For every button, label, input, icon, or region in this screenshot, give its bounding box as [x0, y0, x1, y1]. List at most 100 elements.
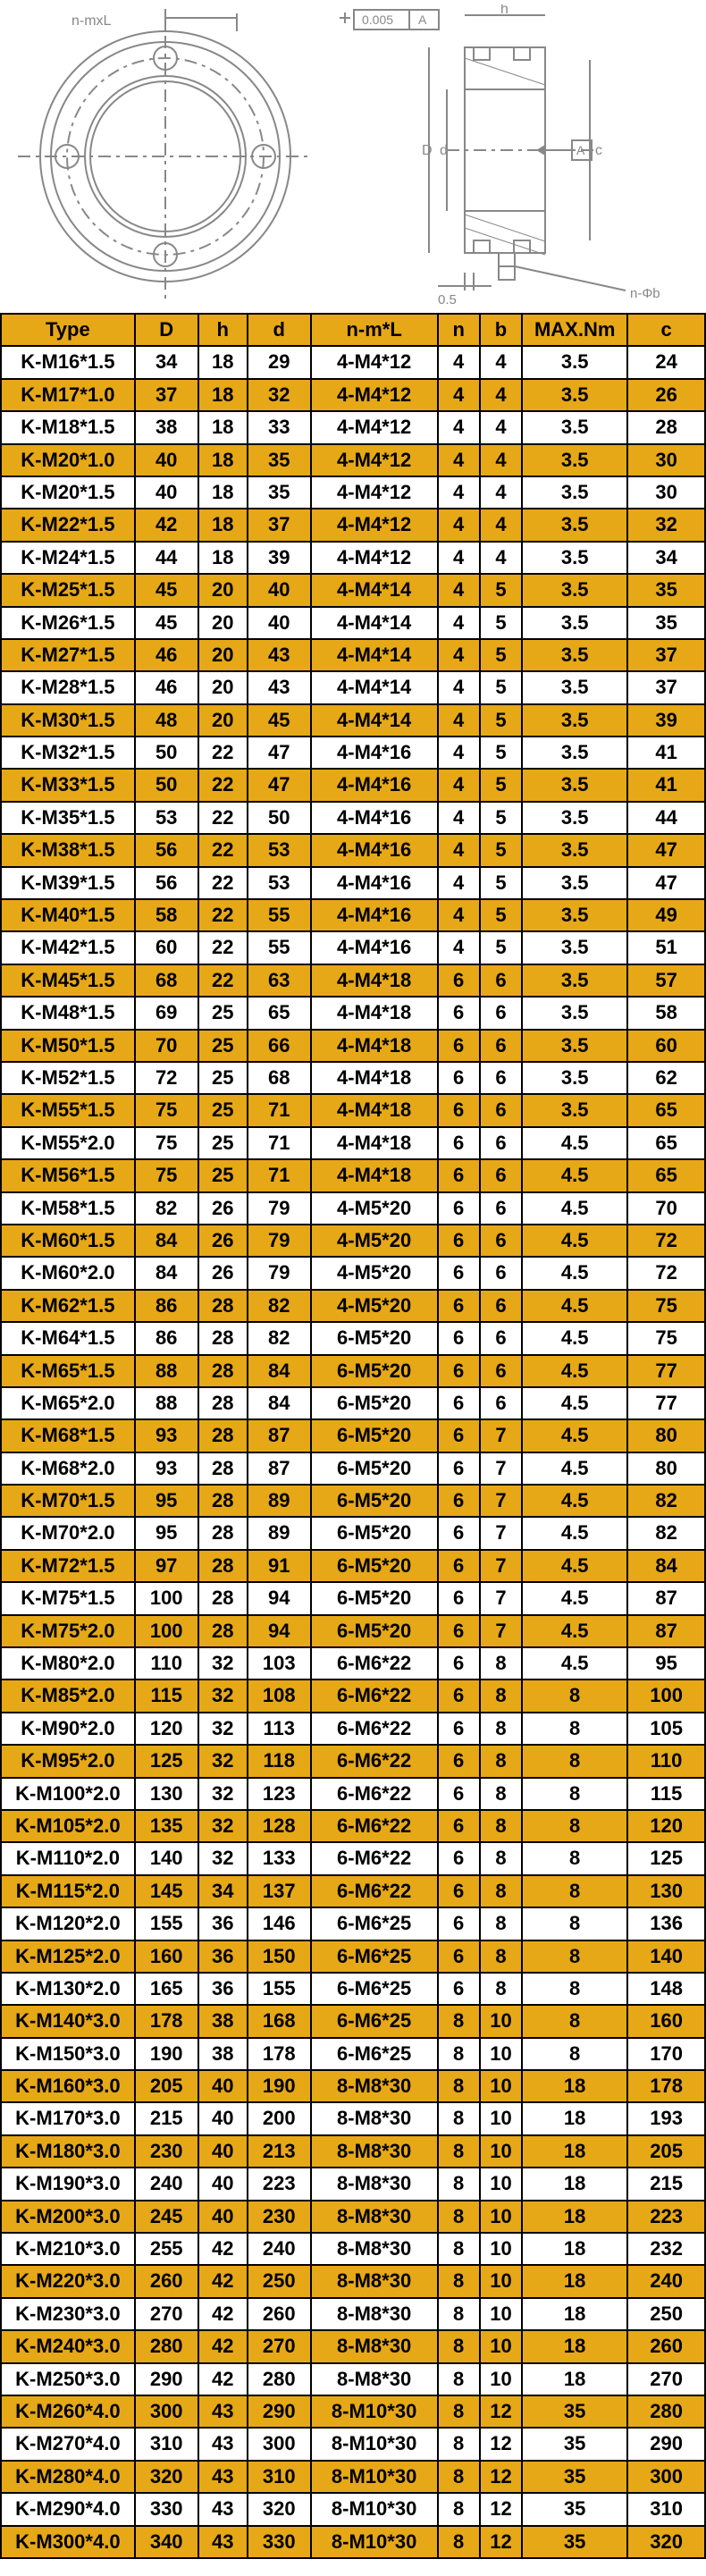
table-cell: 4-M4*12	[311, 379, 438, 411]
table-cell: 77	[627, 1387, 705, 1419]
table-cell: K-M140*3.0	[1, 2005, 135, 2037]
table-cell: 8	[522, 1940, 627, 1973]
table-cell: 70	[627, 1192, 705, 1225]
table-cell: 46	[135, 671, 198, 703]
table-cell: 4	[438, 737, 480, 769]
table-cell: 105	[627, 1713, 705, 1745]
table-cell: 7	[480, 1485, 522, 1517]
table-cell: K-M190*3.0	[1, 2168, 135, 2200]
table-cell: 4-M4*18	[311, 964, 438, 997]
table-cell: 95	[627, 1647, 705, 1679]
table-cell: 8-M8*30	[311, 2135, 438, 2168]
table-cell: 6-M6*25	[311, 2005, 438, 2037]
table-cell: 280	[248, 2363, 311, 2395]
table-row: K-M60*2.08426794-M5*20664.572	[1, 1257, 705, 1289]
table-cell: 3.5	[522, 997, 627, 1029]
table-cell: 7	[480, 1550, 522, 1582]
table-cell: 47	[248, 737, 311, 769]
table-cell: 160	[135, 1940, 198, 1973]
table-cell: 34	[627, 542, 705, 574]
table-cell: 18	[522, 2070, 627, 2102]
table-cell: 4	[438, 476, 480, 509]
table-row: K-M32*1.55022474-M4*16453.541	[1, 737, 705, 769]
table-cell: 3.5	[522, 769, 627, 801]
table-row: K-M95*2.0125321186-M6*22688110	[1, 1745, 705, 1777]
table-cell: K-M42*1.5	[1, 931, 135, 964]
table-cell: K-M55*1.5	[1, 1094, 135, 1126]
table-cell: 190	[135, 2038, 198, 2070]
table-cell: 4-M4*16	[311, 769, 438, 801]
table-row: K-M190*3.0240402238-M8*3081018215	[1, 2168, 705, 2200]
table-cell: 68	[248, 1062, 311, 1094]
table-row: K-M115*2.0145341376-M6*22688130	[1, 1875, 705, 1907]
table-cell: 5	[480, 834, 522, 866]
table-cell: 290	[135, 2363, 198, 2395]
table-cell: 6	[480, 1225, 522, 1257]
table-cell: 37	[248, 509, 311, 541]
table-cell: 82	[248, 1322, 311, 1354]
table-cell: 260	[248, 2298, 311, 2330]
table-cell: 94	[248, 1582, 311, 1614]
table-cell: 38	[135, 411, 198, 443]
table-cell: 6	[438, 997, 480, 1029]
table-cell: 4	[438, 346, 480, 378]
table-cell: 4-M4*12	[311, 509, 438, 541]
table-cell: K-M90*2.0	[1, 1713, 135, 1745]
table-cell: 8	[438, 2298, 480, 2330]
table-cell: 110	[627, 1745, 705, 1777]
table-cell: 6	[480, 1257, 522, 1289]
table-cell: 28	[198, 1419, 248, 1452]
table-cell: 53	[135, 802, 198, 834]
table-cell: 4-M4*12	[311, 542, 438, 574]
table-cell: 65	[627, 1159, 705, 1191]
table-cell: K-M55*2.0	[1, 1127, 135, 1159]
table-cell: 56	[135, 867, 198, 899]
table-cell: 5	[480, 899, 522, 931]
table-cell: 6-M6*22	[311, 1745, 438, 1777]
table-cell: 8	[438, 2395, 480, 2428]
table-cell: 70	[135, 1030, 198, 1062]
table-cell: 18	[198, 444, 248, 476]
table-cell: K-M240*3.0	[1, 2330, 135, 2362]
table-cell: 4.5	[522, 1127, 627, 1159]
table-cell: 3.5	[522, 542, 627, 574]
table-row: K-M68*1.59328876-M5*20674.580	[1, 1419, 705, 1452]
table-cell: 4-M5*20	[311, 1257, 438, 1289]
table-row: K-M70*2.09528896-M5*20674.582	[1, 1517, 705, 1549]
table-cell: 3.5	[522, 607, 627, 639]
table-cell: 4-M4*16	[311, 802, 438, 834]
table-cell: 28	[198, 1387, 248, 1419]
table-cell: 3.5	[522, 867, 627, 899]
table-cell: 89	[248, 1485, 311, 1517]
table-cell: 8	[522, 2005, 627, 2037]
table-cell: 10	[480, 2102, 522, 2134]
table-cell: 4-M5*20	[311, 1225, 438, 1257]
table-cell: 4-M4*14	[311, 704, 438, 737]
table-cell: 280	[135, 2330, 198, 2362]
table-cell: 42	[135, 509, 198, 541]
table-cell: 310	[627, 2493, 705, 2525]
table-cell: 6	[438, 1322, 480, 1354]
table-cell: K-M62*1.5	[1, 1290, 135, 1322]
table-cell: 6	[438, 1387, 480, 1419]
table-cell: 22	[198, 931, 248, 964]
table-cell: K-M180*3.0	[1, 2135, 135, 2168]
table-cell: 22	[198, 802, 248, 834]
table-cell: 56	[135, 834, 198, 866]
table-cell: 4-M4*14	[311, 639, 438, 671]
label-nphib: n-Φb	[630, 286, 660, 301]
table-cell: 25	[198, 1062, 248, 1094]
table-cell: 6-M6*22	[311, 1875, 438, 1907]
table-cell: K-M65*2.0	[1, 1387, 135, 1419]
table-cell: 6	[438, 1778, 480, 1810]
table-cell: 71	[248, 1127, 311, 1159]
table-cell: 3.5	[522, 509, 627, 541]
table-cell: 87	[627, 1615, 705, 1647]
table-cell: 37	[627, 639, 705, 671]
table-cell: 6	[480, 1192, 522, 1225]
table-cell: K-M24*1.5	[1, 542, 135, 574]
table-cell: 230	[135, 2135, 198, 2168]
table-cell: K-M68*2.0	[1, 1452, 135, 1485]
table-cell: 30	[627, 444, 705, 476]
table-cell: 72	[627, 1225, 705, 1257]
